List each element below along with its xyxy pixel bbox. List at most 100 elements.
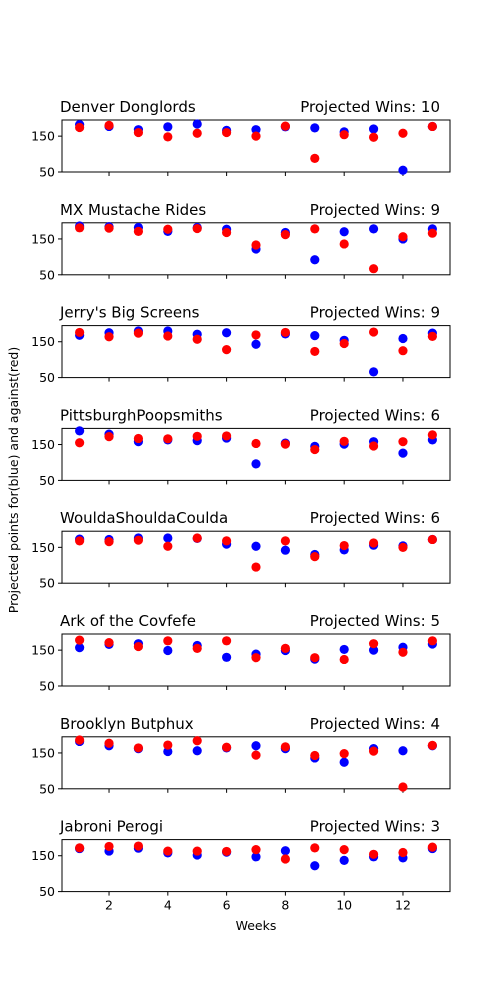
point-for bbox=[163, 533, 173, 543]
point-against bbox=[310, 750, 320, 761]
point-against bbox=[398, 232, 408, 242]
team-panel: Jabroni Perogi Projected Wins: 3 50 150 2 4 6 8… bbox=[31, 818, 451, 913]
point-against bbox=[251, 240, 261, 250]
x-tick-label: 10 bbox=[336, 898, 352, 913]
point-against bbox=[427, 430, 437, 440]
point-against bbox=[280, 230, 290, 240]
axes-frame bbox=[61, 119, 451, 173]
point-against bbox=[398, 847, 408, 858]
point-against bbox=[163, 434, 173, 444]
point-for bbox=[368, 124, 379, 134]
point-for bbox=[222, 652, 232, 662]
point-against bbox=[222, 536, 232, 546]
x-axis-label: Weeks bbox=[236, 918, 277, 933]
point-against bbox=[251, 131, 261, 141]
point-for bbox=[75, 426, 85, 436]
point-for bbox=[310, 861, 320, 871]
point-against bbox=[222, 345, 232, 355]
point-against bbox=[427, 228, 437, 238]
team-panel: Denver Donglords Projected Wins: 10 50 150 bbox=[31, 98, 451, 180]
point-against bbox=[133, 535, 144, 545]
point-against bbox=[163, 846, 173, 856]
panel-title-team: Jerry's Big Screens bbox=[59, 304, 200, 322]
point-against bbox=[222, 431, 232, 441]
point-against bbox=[251, 845, 261, 855]
axes-frame bbox=[61, 222, 451, 276]
y-axis-label: Projected points for(blue) and against(r… bbox=[6, 347, 21, 613]
point-for bbox=[75, 643, 85, 653]
point-for bbox=[398, 746, 408, 756]
point-for bbox=[398, 333, 408, 344]
point-against bbox=[368, 746, 379, 756]
point-against bbox=[310, 224, 320, 234]
point-for bbox=[192, 119, 202, 129]
point-against bbox=[310, 444, 320, 455]
y-tick-label: 50 bbox=[39, 165, 55, 180]
point-against bbox=[398, 782, 408, 792]
point-against bbox=[133, 226, 144, 237]
point-against bbox=[133, 127, 144, 138]
point-against bbox=[339, 338, 349, 349]
panel-title-team: MX Mustache Rides bbox=[60, 201, 206, 219]
point-against bbox=[251, 653, 261, 663]
point-against bbox=[310, 843, 320, 853]
y-tick-label: 150 bbox=[31, 643, 55, 658]
point-against bbox=[251, 750, 261, 760]
point-against bbox=[427, 331, 437, 341]
point-against bbox=[133, 641, 144, 652]
panel-title-team: WouldaShouldaCoulda bbox=[60, 509, 228, 527]
point-against bbox=[398, 542, 408, 552]
point-for bbox=[398, 165, 408, 175]
point-against bbox=[75, 843, 85, 853]
point-against bbox=[280, 439, 290, 449]
point-against bbox=[75, 635, 85, 645]
panel-title-projected-wins: Projected Wins: 6 bbox=[310, 406, 440, 424]
point-for bbox=[339, 757, 349, 767]
y-tick-label: 50 bbox=[39, 576, 55, 591]
point-for bbox=[163, 645, 173, 656]
team-panel: Jerry's Big Screens Projected Wins: 9 50 15… bbox=[31, 304, 451, 385]
y-tick-label: 150 bbox=[31, 745, 55, 760]
point-against bbox=[339, 540, 349, 551]
axes-frame bbox=[61, 325, 451, 379]
point-against bbox=[192, 846, 202, 856]
point-against bbox=[104, 432, 114, 442]
point-against bbox=[104, 223, 114, 233]
point-against bbox=[75, 536, 85, 546]
point-against bbox=[251, 330, 261, 340]
panel-title-projected-wins: Projected Wins: 5 bbox=[310, 612, 440, 630]
point-against bbox=[339, 654, 349, 665]
point-against bbox=[310, 346, 320, 357]
point-against bbox=[280, 643, 290, 653]
x-tick-label: 8 bbox=[281, 898, 289, 913]
point-against bbox=[280, 327, 290, 338]
point-against bbox=[368, 327, 379, 337]
point-for bbox=[368, 367, 379, 377]
point-against bbox=[427, 842, 437, 852]
point-against bbox=[339, 239, 349, 249]
point-against bbox=[75, 122, 85, 133]
point-against bbox=[251, 438, 261, 449]
y-tick-label: 50 bbox=[39, 267, 55, 282]
panel-title-projected-wins: Projected Wins: 10 bbox=[300, 98, 440, 116]
point-for bbox=[251, 125, 261, 135]
point-against bbox=[398, 437, 408, 447]
point-against bbox=[133, 433, 144, 444]
point-against bbox=[222, 127, 232, 138]
point-against bbox=[163, 636, 173, 646]
point-against bbox=[104, 638, 114, 648]
point-against bbox=[192, 334, 202, 344]
point-against bbox=[192, 643, 202, 653]
axes-frame bbox=[61, 839, 451, 893]
point-against bbox=[75, 735, 85, 745]
point-for bbox=[339, 644, 349, 655]
panel-title-team: PittsburghPoopsmiths bbox=[60, 406, 223, 424]
point-against bbox=[192, 128, 202, 138]
point-against bbox=[427, 636, 437, 646]
point-against bbox=[280, 536, 290, 546]
point-against bbox=[398, 128, 408, 138]
point-against bbox=[222, 636, 232, 646]
x-tick-label: 12 bbox=[395, 898, 411, 913]
point-against bbox=[133, 841, 144, 851]
point-against bbox=[163, 132, 173, 142]
